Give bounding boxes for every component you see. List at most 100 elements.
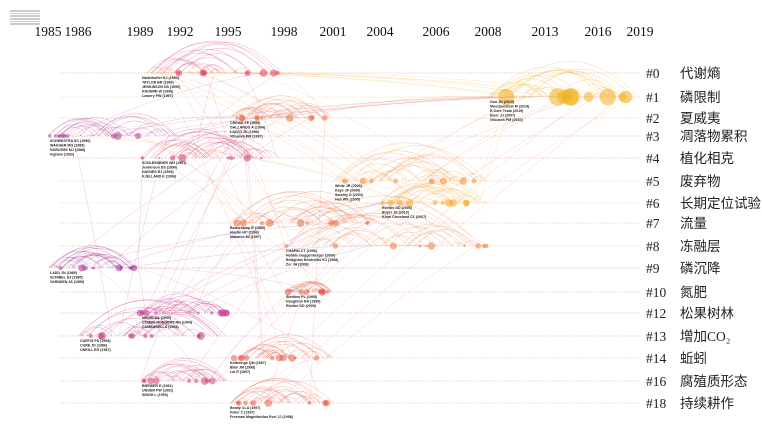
cluster-id[interactable]: #4 [646, 151, 660, 166]
reference-node[interactable] [238, 114, 245, 122]
cluster-id[interactable]: #5 [646, 174, 660, 189]
reference-node[interactable] [341, 179, 345, 183]
reference-node[interactable] [130, 264, 138, 272]
cluster-label[interactable]: 凋落物累积 [680, 129, 748, 144]
reference-node[interactable] [269, 355, 275, 361]
reference-node[interactable] [196, 333, 201, 339]
reference-node[interactable] [152, 377, 160, 385]
reference-node[interactable] [342, 178, 348, 184]
reference-node[interactable] [143, 309, 150, 317]
cluster-id[interactable]: #0 [646, 66, 660, 81]
reference-node[interactable] [250, 400, 257, 406]
reference-node[interactable] [475, 243, 481, 249]
reference-node[interactable] [187, 378, 192, 384]
cluster-id[interactable]: #13 [646, 329, 667, 344]
reference-node[interactable] [233, 156, 236, 160]
reference-node[interactable] [244, 70, 251, 76]
reference-node[interactable] [439, 177, 448, 185]
reference-node[interactable] [365, 220, 370, 226]
cluster-label[interactable]: 松果树林 [680, 306, 734, 321]
reference-node[interactable] [561, 88, 580, 106]
reference-node[interactable] [269, 69, 278, 77]
reference-node[interactable] [134, 132, 142, 140]
reference-node[interactable] [328, 219, 335, 227]
cluster-id[interactable]: #12 [646, 306, 666, 321]
reference-node[interactable] [463, 244, 466, 248]
reference-node[interactable] [226, 156, 230, 160]
cluster-label[interactable]: 增加CO₂ [680, 329, 730, 344]
reference-node[interactable] [57, 134, 61, 138]
cluster-label[interactable]: 长期定位试验 [680, 196, 761, 211]
reference-node[interactable] [599, 88, 616, 106]
reference-node[interactable] [78, 264, 86, 272]
reference-node[interactable] [424, 244, 428, 248]
reference-node[interactable] [91, 266, 94, 270]
reference-node[interactable] [359, 177, 367, 185]
cluster-label[interactable]: 磷限制 [680, 90, 721, 105]
reference-node[interactable] [236, 400, 242, 406]
reference-node[interactable] [259, 220, 264, 226]
reference-node[interactable] [305, 221, 309, 225]
reference-node[interactable] [243, 355, 250, 361]
reference-node[interactable] [243, 400, 248, 406]
reference-node[interactable] [65, 134, 70, 138]
reference-node[interactable] [233, 219, 241, 227]
reference-node[interactable] [239, 219, 248, 227]
reference-node[interactable] [396, 199, 404, 207]
reference-node[interactable] [405, 199, 414, 207]
reference-node[interactable] [154, 311, 158, 315]
reference-node[interactable] [264, 399, 273, 407]
reference-node[interactable] [194, 378, 199, 384]
reference-node[interactable] [140, 156, 144, 160]
reference-node[interactable] [58, 265, 63, 271]
reference-node[interactable] [322, 400, 329, 406]
reference-node[interactable] [229, 155, 234, 161]
reference-node[interactable] [259, 69, 268, 77]
reference-node[interactable] [259, 156, 263, 160]
reference-node[interactable] [175, 69, 183, 77]
reference-node[interactable] [48, 134, 52, 138]
reference-node[interactable] [618, 92, 627, 102]
cluster-label[interactable]: 代谢熵 [680, 66, 721, 81]
cluster-label[interactable]: 植化相克 [680, 151, 734, 166]
cluster-id[interactable]: #7 [646, 216, 660, 231]
reference-node[interactable] [209, 377, 216, 385]
cluster-id[interactable]: #14 [646, 351, 667, 366]
reference-node[interactable] [217, 309, 224, 317]
cluster-id[interactable]: #1 [646, 90, 660, 105]
cluster-id[interactable]: #10 [646, 285, 667, 300]
reference-node[interactable] [583, 92, 594, 102]
reference-node[interactable] [60, 134, 65, 138]
reference-node[interactable] [418, 244, 422, 248]
reference-node[interactable] [459, 177, 468, 185]
cluster-label[interactable]: 废弃物 [680, 174, 721, 189]
reference-node[interactable] [298, 289, 305, 295]
reference-node[interactable] [230, 354, 238, 362]
reference-node[interactable] [88, 333, 93, 339]
reference-node[interactable] [113, 132, 122, 140]
reference-node[interactable] [393, 178, 399, 184]
reference-node[interactable] [318, 288, 326, 296]
reference-node[interactable] [147, 377, 155, 385]
reference-node[interactable] [498, 88, 515, 106]
reference-node[interactable] [119, 266, 123, 270]
reference-node[interactable] [243, 154, 252, 162]
reference-node[interactable] [428, 178, 435, 184]
reference-node[interactable] [202, 70, 208, 76]
reference-node[interactable] [265, 219, 274, 227]
reference-node[interactable] [169, 155, 176, 161]
reference-node[interactable] [449, 199, 457, 207]
reference-node[interactable] [296, 219, 305, 227]
reference-node[interactable] [427, 242, 435, 250]
reference-node[interactable] [221, 309, 229, 317]
reference-node[interactable] [317, 290, 321, 294]
reference-node[interactable] [178, 154, 187, 162]
reference-node[interactable] [368, 178, 374, 184]
reference-node[interactable] [97, 332, 104, 340]
reference-node[interactable] [294, 356, 297, 360]
reference-node[interactable] [387, 199, 394, 207]
reference-node[interactable] [288, 354, 296, 362]
cluster-label[interactable]: 夏威夷 [680, 111, 721, 126]
reference-node[interactable] [440, 200, 445, 206]
reference-node[interactable] [141, 379, 146, 383]
